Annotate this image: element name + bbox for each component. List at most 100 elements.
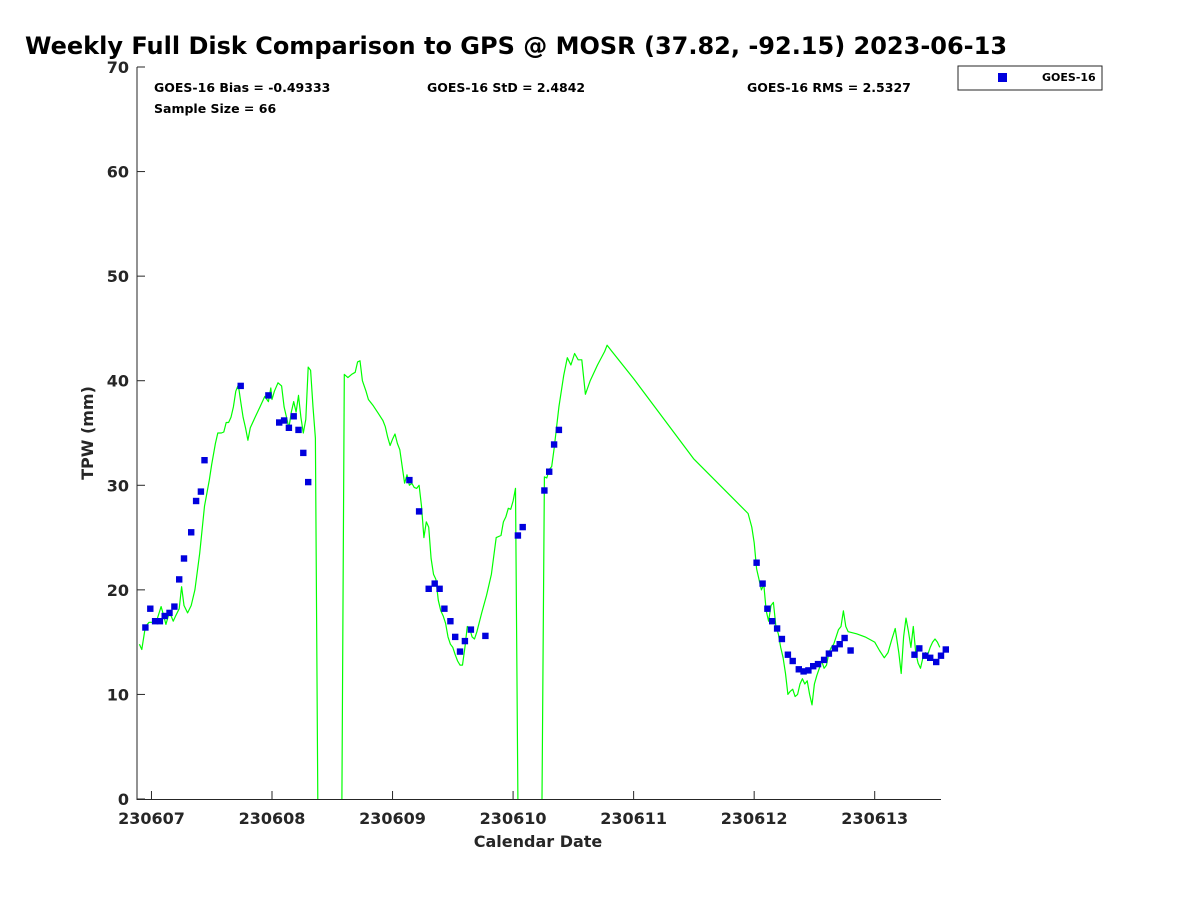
goes16-point: [415, 508, 423, 515]
y-tick-label: 10: [107, 685, 129, 704]
goes16-point: [810, 663, 817, 670]
goes16-point: [147, 605, 154, 612]
legend: GOES-16: [957, 65, 1103, 91]
goes16-point: [764, 605, 771, 612]
goes16-point: [769, 618, 776, 625]
goes16-point: [847, 647, 854, 654]
legend-label-goes16: GOES-16: [1042, 71, 1096, 84]
goes16-point: [831, 645, 839, 652]
y-tick-label: 50: [107, 267, 129, 286]
y-tick-label: 60: [107, 163, 129, 182]
goes16-point: [814, 660, 822, 668]
rms-stat: GOES-16 RMS = 2.5327: [747, 80, 911, 95]
chart-title: Weekly Full Disk Comparison to GPS @ MOS…: [25, 32, 1007, 60]
x-tick-label: 230609: [359, 809, 426, 828]
std-stat: GOES-16 StD = 2.4842: [427, 80, 585, 95]
y-tick-label: 40: [107, 372, 129, 391]
x-tick-label: 230610: [480, 809, 547, 828]
goes16-point: [436, 585, 443, 592]
y-tick-label: 70: [107, 58, 129, 77]
legend-box: [957, 65, 1103, 91]
goes16-point: [841, 634, 848, 642]
goes16-point: [773, 625, 781, 632]
goes16-point: [171, 603, 178, 610]
y-tick-label: 30: [107, 476, 129, 495]
goes16-point: [156, 618, 164, 625]
x-tick-label: 230612: [721, 809, 788, 828]
goes16-point: [142, 624, 149, 631]
goes16-point: [820, 656, 828, 664]
goes16-point: [911, 651, 918, 658]
goes16-point: [825, 650, 833, 657]
goes16-point: [285, 424, 293, 431]
goes16-point: [514, 532, 522, 539]
goes16-point: [789, 657, 796, 665]
goes16-point: [784, 651, 792, 658]
x-axis-label: Calendar Date: [474, 832, 603, 851]
goes16-point: [197, 488, 205, 495]
goes16-point: [795, 666, 802, 673]
goes16-point: [188, 529, 195, 536]
goes16-point: [237, 382, 244, 390]
goes16-point: [280, 417, 288, 424]
goes16-point: [276, 419, 283, 426]
goes16-point: [933, 658, 940, 666]
x-axis-ticks: 230607 230608 230609 230610 230611 230612 2306…: [118, 791, 908, 828]
goes16-point: [753, 559, 760, 566]
x-tick-label: 230607: [118, 809, 185, 828]
goes16-point: [305, 478, 312, 486]
goes16-point: [461, 637, 469, 645]
goes16-point: [541, 487, 548, 494]
goes16-point: [546, 468, 553, 475]
goes16-point: [836, 641, 843, 648]
gps-line: [138, 344, 941, 800]
goes16-point: [180, 555, 188, 562]
goes16-point: [425, 585, 432, 592]
legend-marker-goes16: [998, 73, 1007, 82]
goes16-point: [922, 652, 929, 659]
goes16-point: [151, 618, 159, 625]
goes16-point: [192, 497, 200, 505]
goes16-point: [441, 605, 448, 612]
goes16-point: [452, 633, 459, 641]
goes16-point: [406, 476, 413, 484]
y-tick-label: 20: [107, 581, 129, 600]
x-tick-label: 230611: [600, 809, 667, 828]
y-axis-ticks: 0 10 20 30 40 50 60 70: [107, 58, 145, 809]
goes16-point: [467, 626, 475, 633]
goes16-point: [447, 618, 454, 625]
goes16-point: [431, 580, 438, 587]
goes16-series: [142, 382, 949, 675]
goes16-point: [937, 652, 945, 659]
plot-area: [136, 67, 949, 800]
goes16-point: [300, 449, 307, 457]
plot-background: [137, 67, 941, 799]
goes16-point: [295, 426, 302, 434]
sample-size-stat: Sample Size = 66: [154, 101, 276, 116]
gps-series: [138, 344, 941, 800]
goes16-point: [161, 612, 168, 620]
goes16-point: [942, 646, 949, 653]
goes16-point: [290, 413, 297, 420]
goes16-point: [176, 576, 183, 583]
goes16-point: [519, 523, 526, 531]
x-tick-label: 230608: [239, 809, 306, 828]
goes16-point: [265, 392, 272, 399]
goes16-point: [550, 441, 558, 448]
goes16-point: [916, 645, 923, 652]
goes16-point: [482, 632, 489, 640]
y-tick-label: 0: [118, 790, 129, 809]
goes16-point: [778, 635, 786, 643]
bias-stat: GOES-16 Bias = -0.49333: [154, 80, 330, 95]
goes16-point: [555, 426, 563, 434]
y-axis-label: TPW (mm): [78, 386, 97, 480]
goes16-point: [456, 648, 464, 655]
goes16-point: [800, 668, 807, 675]
goes16-point: [927, 654, 934, 661]
x-tick-label: 230613: [841, 809, 908, 828]
goes16-point: [759, 580, 766, 587]
goes16-point: [166, 609, 173, 617]
goes16-point: [805, 667, 812, 674]
goes16-point: [201, 457, 208, 464]
